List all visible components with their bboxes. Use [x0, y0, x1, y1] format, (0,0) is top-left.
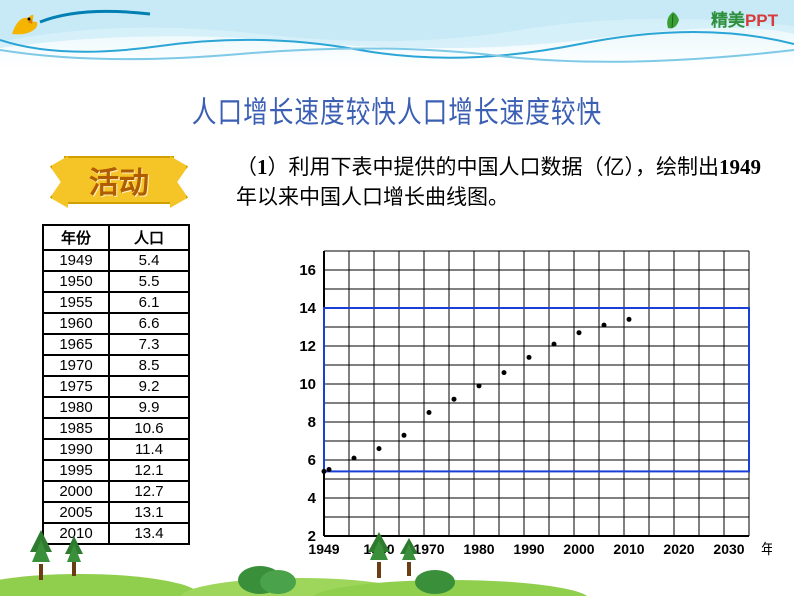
table-cell: 9.2 — [109, 376, 189, 397]
svg-text:14: 14 — [299, 300, 316, 317]
table-row: 200012.7 — [43, 481, 189, 502]
svg-text:1960: 1960 — [363, 541, 394, 557]
table-cell: 1965 — [43, 334, 109, 355]
brand-part1: 精美 — [711, 11, 745, 30]
table-cell: 1950 — [43, 271, 109, 292]
activity-badge: 活动 — [64, 156, 174, 204]
table-cell: 1990 — [43, 439, 109, 460]
svg-text:6: 6 — [308, 452, 316, 469]
table-cell: 11.4 — [109, 439, 189, 460]
table-row: 199011.4 — [43, 439, 189, 460]
table-cell: 7.3 — [109, 334, 189, 355]
bird-icon — [6, 6, 46, 46]
table-cell: 2000 — [43, 481, 109, 502]
table-cell: 10.6 — [109, 418, 189, 439]
table-cell: 5.5 — [109, 271, 189, 292]
table-cell: 1955 — [43, 292, 109, 313]
table-row: 19657.3 — [43, 334, 189, 355]
instruction-text: （1）利用下表中提供的中国人口数据（亿），绘制出1949年以来中国人口增长曲线图… — [236, 152, 764, 213]
table-cell: 9.9 — [109, 397, 189, 418]
table-row: 198510.6 — [43, 418, 189, 439]
table-cell: 12.1 — [109, 460, 189, 481]
table-row: 19708.5 — [43, 355, 189, 376]
table-header: 人口 — [109, 225, 189, 250]
table-row: 19606.6 — [43, 313, 189, 334]
svg-text:2000: 2000 — [563, 541, 594, 557]
table-row: 199512.1 — [43, 460, 189, 481]
svg-text:2030: 2030 — [713, 541, 744, 557]
activity-label: 活动 — [89, 158, 149, 202]
svg-text:16: 16 — [299, 262, 316, 279]
chart-area: 2468101214161949196019701980199020002010… — [282, 244, 772, 554]
page-title: 人口增长速度较快人口增长速度较快 — [0, 89, 794, 132]
brand-logo: 精美PPT — [711, 6, 778, 31]
table-cell: 12.7 — [109, 481, 189, 502]
header-band: 精美PPT — [0, 0, 794, 68]
table-cell: 6.1 — [109, 292, 189, 313]
svg-text:1980: 1980 — [463, 541, 494, 557]
svg-text:1949: 1949 — [308, 541, 339, 557]
table-row: 19809.9 — [43, 397, 189, 418]
table-cell: 6.6 — [109, 313, 189, 334]
svg-text:2010: 2010 — [613, 541, 644, 557]
svg-text:10: 10 — [299, 376, 316, 393]
table-cell: 13.1 — [109, 502, 189, 523]
svg-text:12: 12 — [299, 338, 316, 355]
table-cell: 1970 — [43, 355, 109, 376]
table-cell: 8.5 — [109, 355, 189, 376]
brand-part2: PPT — [745, 11, 778, 30]
table-cell: 1985 — [43, 418, 109, 439]
svg-text:1970: 1970 — [413, 541, 444, 557]
svg-text:8: 8 — [308, 414, 316, 431]
table-cell: 1980 — [43, 397, 109, 418]
table-header: 年份 — [43, 225, 109, 250]
table-cell: 1995 — [43, 460, 109, 481]
table-row: 19495.4 — [43, 250, 189, 271]
table-cell: 1949 — [43, 250, 109, 271]
table-row: 201013.4 — [43, 523, 189, 544]
svg-text:1990: 1990 — [513, 541, 544, 557]
table-cell: 2005 — [43, 502, 109, 523]
table-row: 19505.5 — [43, 271, 189, 292]
table-row: 19759.2 — [43, 376, 189, 397]
svg-text:2020: 2020 — [663, 541, 694, 557]
table-cell: 1960 — [43, 313, 109, 334]
table-row: 19556.1 — [43, 292, 189, 313]
svg-text:年: 年 — [761, 542, 772, 558]
table-cell: 13.4 — [109, 523, 189, 544]
leaf-icon — [662, 10, 684, 32]
svg-text:4: 4 — [308, 490, 317, 507]
table-row: 200513.1 — [43, 502, 189, 523]
table-cell: 1975 — [43, 376, 109, 397]
table-cell: 2010 — [43, 523, 109, 544]
table-cell: 5.4 — [109, 250, 189, 271]
population-table: 年份人口 19495.419505.519556.119606.619657.3… — [42, 224, 190, 545]
